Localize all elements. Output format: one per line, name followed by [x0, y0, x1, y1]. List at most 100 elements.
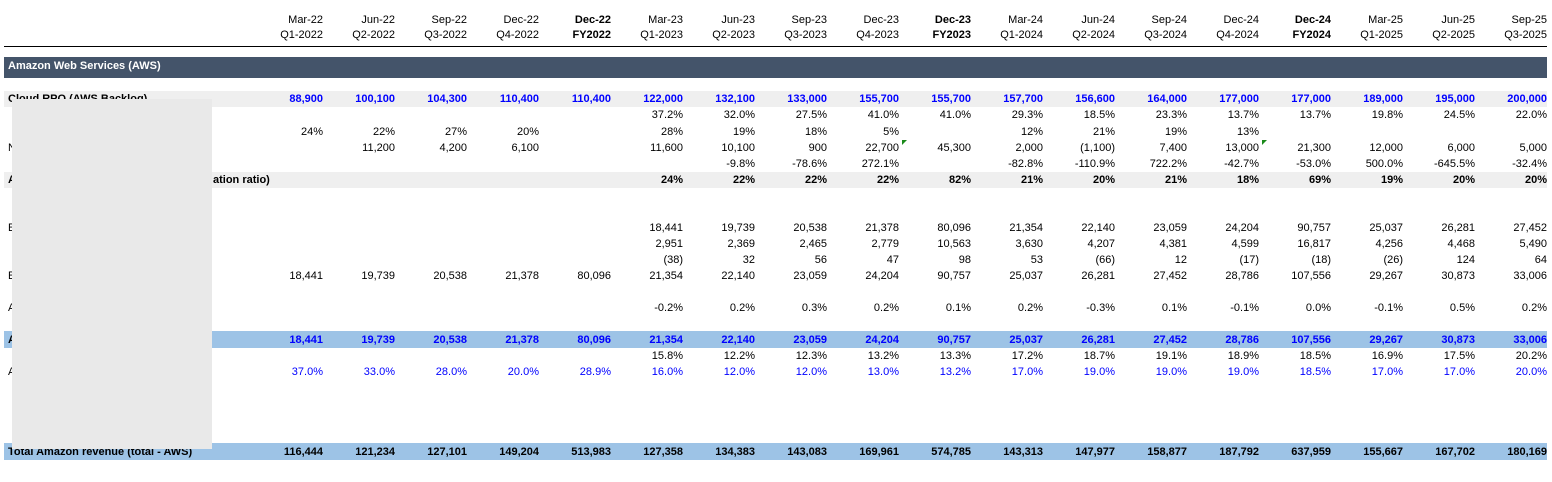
cell-total-rev[interactable]: 121,234: [355, 446, 395, 458]
cell-net-adds-chg[interactable]: 500.0%: [1365, 158, 1403, 170]
cell-adj-rev[interactable]: 53: [1030, 254, 1043, 266]
cell-aws-growth-in[interactable]: 12.0%: [795, 366, 827, 378]
cell-backlog-yoy[interactable]: 41.0%: [867, 109, 899, 121]
column-period[interactable]: Sep-25: [1511, 14, 1547, 26]
cell-adj-pct[interactable]: -0.3%: [1086, 302, 1115, 314]
column-period[interactable]: Mar-23: [648, 14, 683, 26]
cell-aws-growth-in[interactable]: 16.0%: [651, 366, 683, 378]
column-quarter[interactable]: Q2-2023: [712, 29, 755, 41]
cell-backlog-yoy[interactable]: 13.7%: [1299, 109, 1331, 121]
cell-backlog[interactable]: 88,900: [289, 93, 323, 105]
column-period[interactable]: Sep-24: [1151, 14, 1187, 26]
cell-net-adds[interactable]: 10,100: [721, 142, 755, 154]
cell-total-rev[interactable]: 574,785: [931, 446, 971, 458]
cell-total-rev[interactable]: 169,961: [859, 446, 899, 458]
cell-total-rev[interactable]: 143,313: [1003, 446, 1043, 458]
column-quarter[interactable]: Q2-2025: [1432, 29, 1475, 41]
cell-beg-rev[interactable]: 80,096: [937, 222, 971, 234]
cell-backlog[interactable]: 132,100: [715, 93, 755, 105]
column-period[interactable]: Sep-22: [431, 14, 467, 26]
cell-net-adds[interactable]: 11,200: [362, 142, 395, 154]
cell-end-rev[interactable]: 28,786: [1225, 270, 1259, 282]
cell-backlog[interactable]: 155,700: [931, 93, 971, 105]
cell-ratio[interactable]: 22%: [732, 174, 755, 186]
column-quarter[interactable]: Q3-2024: [1144, 29, 1187, 41]
cell-adj-pct[interactable]: 0.2%: [1521, 302, 1547, 314]
comment-flag-icon[interactable]: [902, 140, 907, 145]
cell-end-rev[interactable]: 18,441: [289, 270, 323, 282]
cell-end-rev[interactable]: 19,739: [361, 270, 395, 282]
cell-growth-pct[interactable]: 22%: [372, 126, 395, 138]
cell-aws-yoy[interactable]: 18.5%: [1299, 350, 1331, 362]
cell-total-rev[interactable]: 127,101: [427, 446, 467, 458]
column-period[interactable]: Jun-22: [361, 14, 395, 26]
cell-adds-rev[interactable]: 4,207: [1087, 238, 1115, 250]
cell-end-rev[interactable]: 21,378: [505, 270, 539, 282]
cell-backlog[interactable]: 156,600: [1075, 93, 1115, 105]
column-quarter[interactable]: Q2-2024: [1072, 29, 1115, 41]
cell-backlog-yoy[interactable]: 41.0%: [939, 109, 971, 121]
cell-adds-rev[interactable]: 5,490: [1519, 238, 1547, 250]
cell-adj-pct[interactable]: 0.3%: [801, 302, 827, 314]
cell-net-adds[interactable]: 22,700: [865, 142, 899, 154]
cell-backlog-yoy[interactable]: 19.8%: [1371, 109, 1403, 121]
cell-growth-pct[interactable]: 19%: [1164, 126, 1187, 138]
cell-beg-rev[interactable]: 20,538: [793, 222, 827, 234]
cell-aws-yoy[interactable]: 16.9%: [1371, 350, 1403, 362]
cell-adj-rev[interactable]: 47: [886, 254, 899, 266]
cell-beg-rev[interactable]: 21,354: [1009, 222, 1043, 234]
cell-aws-growth-in[interactable]: 28.9%: [579, 366, 611, 378]
cell-adj-rev[interactable]: (26): [1383, 254, 1403, 266]
cell-net-adds[interactable]: 5,000: [1519, 142, 1547, 154]
cell-aws-growth-in[interactable]: 19.0%: [1083, 366, 1115, 378]
column-quarter[interactable]: Q2-2022: [352, 29, 395, 41]
cell-adds-rev[interactable]: 4,381: [1159, 238, 1187, 250]
cell-ratio[interactable]: 18%: [1236, 174, 1259, 186]
cell-aws-rev[interactable]: 21,378: [505, 334, 539, 346]
cell-aws-rev[interactable]: 30,873: [1441, 334, 1475, 346]
cell-net-adds[interactable]: 13,000: [1225, 142, 1259, 154]
cell-total-rev[interactable]: 158,877: [1147, 446, 1187, 458]
cell-adj-pct[interactable]: 0.1%: [1161, 302, 1187, 314]
cell-end-rev[interactable]: 23,059: [793, 270, 827, 282]
cell-end-rev[interactable]: 21,354: [649, 270, 683, 282]
cell-beg-rev[interactable]: 18,441: [649, 222, 683, 234]
cell-adj-rev[interactable]: (18): [1311, 254, 1331, 266]
column-quarter[interactable]: Q4-2024: [1216, 29, 1259, 41]
cell-ratio[interactable]: 24%: [660, 174, 683, 186]
cell-net-adds[interactable]: 12,000: [1369, 142, 1403, 154]
cell-backlog[interactable]: 177,000: [1291, 93, 1331, 105]
cell-ratio[interactable]: 20%: [1092, 174, 1115, 186]
cell-backlog[interactable]: 133,000: [787, 93, 827, 105]
column-quarter[interactable]: Q1-2023: [640, 29, 683, 41]
cell-total-rev[interactable]: 513,983: [571, 446, 611, 458]
cell-aws-rev[interactable]: 80,096: [577, 334, 611, 346]
cell-growth-pct[interactable]: 19%: [732, 126, 755, 138]
cell-aws-rev[interactable]: 20,538: [433, 334, 467, 346]
cell-aws-yoy[interactable]: 17.2%: [1011, 350, 1043, 362]
cell-adj-pct[interactable]: 0.1%: [945, 302, 971, 314]
section-bar-aws[interactable]: Amazon Web Services (AWS): [4, 57, 1547, 78]
cell-aws-growth-in[interactable]: 17.0%: [1443, 366, 1475, 378]
cell-aws-growth-in[interactable]: 18.5%: [1299, 366, 1331, 378]
cell-aws-rev[interactable]: 22,140: [721, 334, 755, 346]
cell-beg-rev[interactable]: 19,739: [721, 222, 755, 234]
cell-backlog[interactable]: 164,000: [1147, 93, 1187, 105]
cell-growth-pct[interactable]: 13%: [1236, 126, 1259, 138]
column-period[interactable]: Mar-25: [1368, 14, 1403, 26]
cell-end-rev[interactable]: 33,006: [1513, 270, 1547, 282]
cell-net-adds[interactable]: 4,200: [439, 142, 467, 154]
cell-beg-rev[interactable]: 27,452: [1513, 222, 1547, 234]
column-period[interactable]: Mar-24: [1008, 14, 1043, 26]
cell-adj-rev[interactable]: 32: [742, 254, 755, 266]
cell-net-adds[interactable]: 7,400: [1159, 142, 1187, 154]
cell-aws-growth-in[interactable]: 19.0%: [1155, 366, 1187, 378]
cell-net-adds-chg[interactable]: 722.2%: [1149, 158, 1187, 170]
cell-beg-rev[interactable]: 23,059: [1153, 222, 1187, 234]
cell-end-rev[interactable]: 24,204: [865, 270, 899, 282]
cell-backlog-yoy[interactable]: 18.5%: [1083, 109, 1115, 121]
cell-aws-yoy[interactable]: 12.3%: [795, 350, 827, 362]
cell-aws-growth-in[interactable]: 12.0%: [723, 366, 755, 378]
column-quarter[interactable]: Q1-2024: [1000, 29, 1043, 41]
cell-backlog-yoy[interactable]: 32.0%: [723, 109, 755, 121]
